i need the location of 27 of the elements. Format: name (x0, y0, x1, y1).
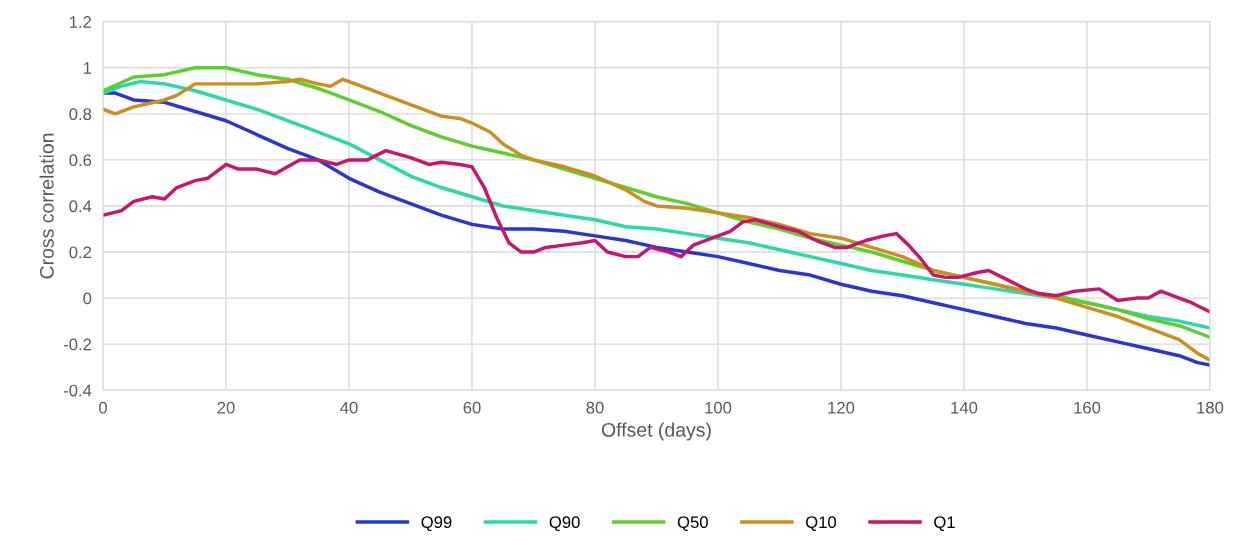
y-tick-label: 0.6 (69, 154, 92, 167)
y-tick-label: 0.4 (69, 200, 92, 213)
y-tick-label: 0.8 (69, 108, 92, 121)
x-tick-label: 0 (99, 401, 107, 414)
y-tick-label: 1 (83, 62, 92, 74)
x-tick-label: 100 (705, 401, 732, 414)
x-tick-label: 120 (828, 401, 855, 414)
x-tick-label: 140 (951, 401, 978, 414)
x-tick-label: 80 (586, 401, 604, 414)
y-tick-label: 0.2 (69, 246, 92, 259)
legend-label: Q50 (677, 516, 708, 532)
x-tick-label: 160 (1074, 401, 1101, 414)
y-tick-label: -0.2 (63, 338, 92, 351)
x-tick-label: 40 (340, 401, 358, 414)
legend-label: Q90 (549, 516, 580, 532)
line-series (103, 148, 1210, 314)
legend-label: Q1 (934, 516, 955, 532)
y-axis-title: Cross correlation (39, 133, 54, 279)
legend-label: Q99 (421, 516, 452, 532)
y-tick-label: -0.4 (63, 384, 92, 397)
legend-label: Q10 (806, 516, 837, 532)
y-tick-label: 0 (83, 292, 92, 305)
y-tick-label: 1.2 (70, 16, 92, 28)
x-tick-label: 180 (1197, 401, 1224, 414)
x-axis-title: Offset (days) (601, 422, 711, 441)
x-tick-label: 60 (463, 401, 481, 414)
x-tick-label: 20 (217, 401, 235, 414)
